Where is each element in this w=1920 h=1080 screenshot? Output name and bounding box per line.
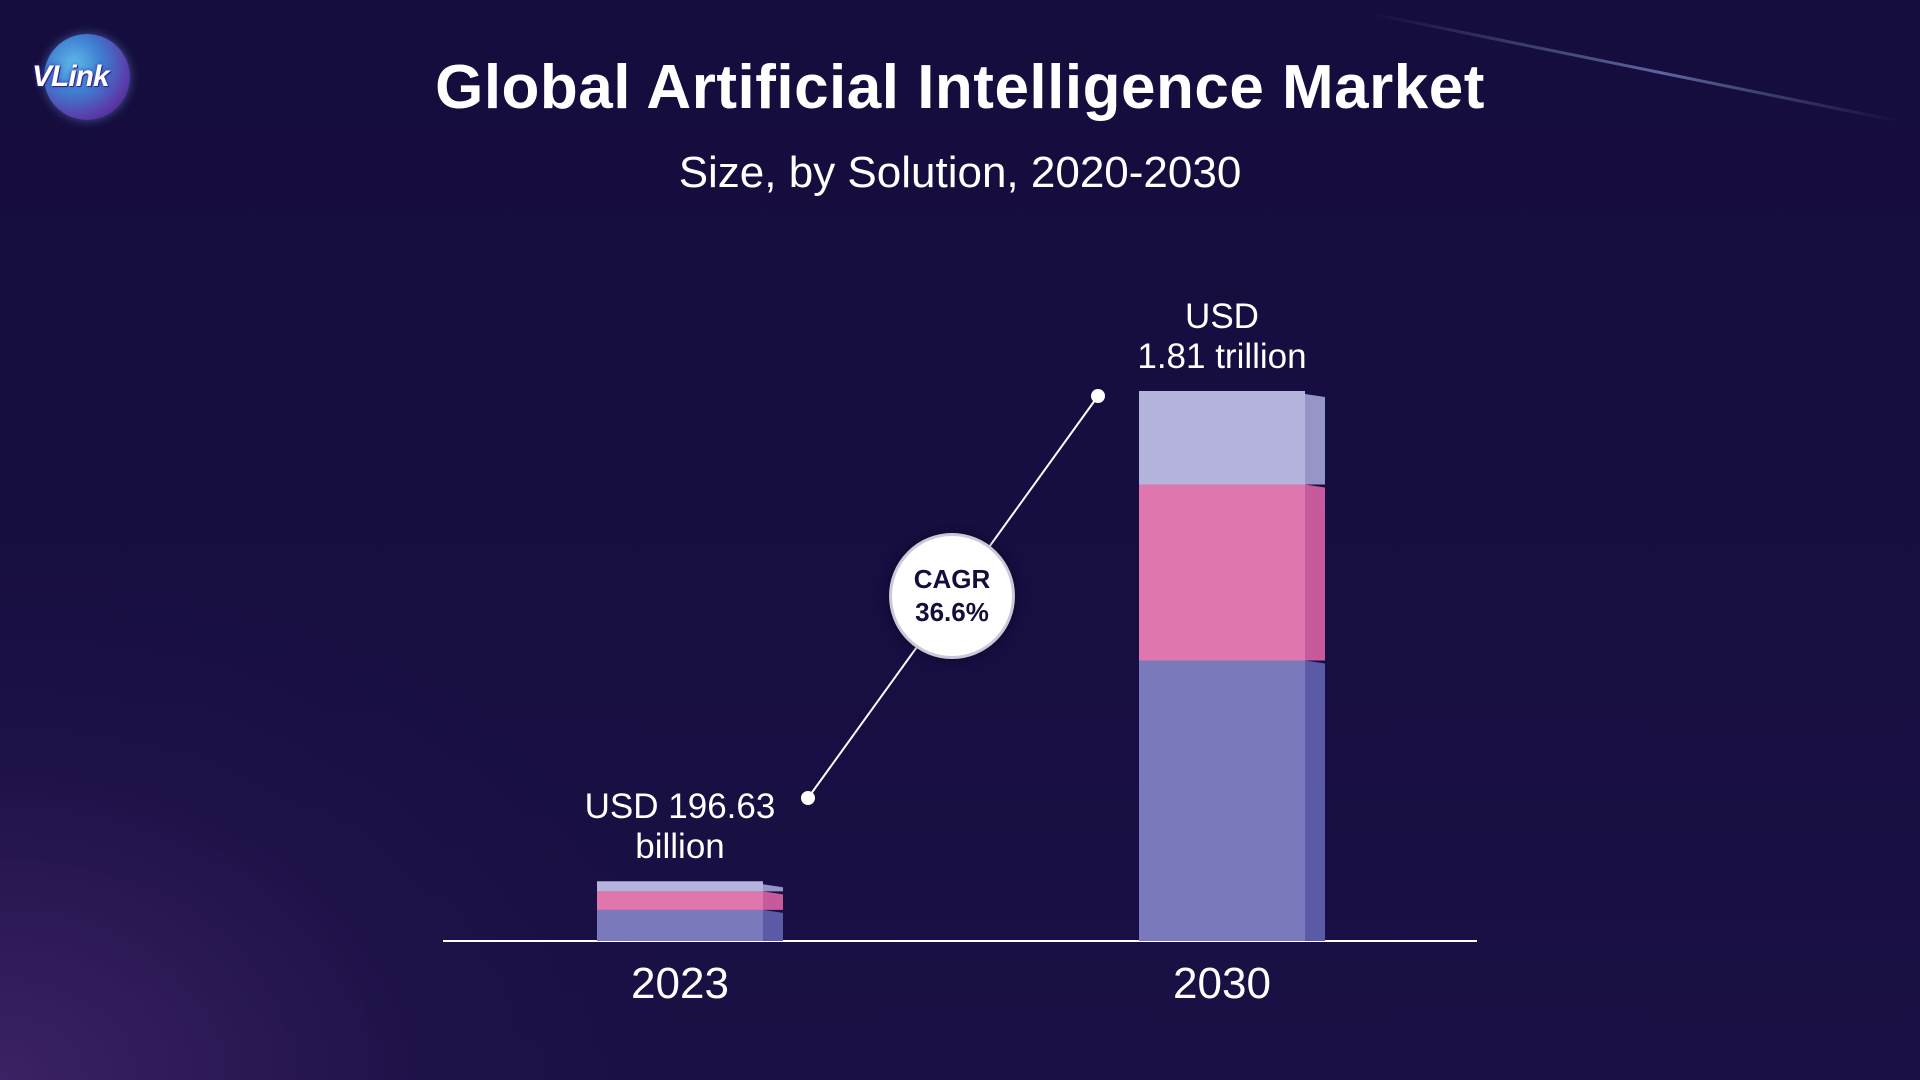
x-tick-label-2023: 2023 [631,959,729,1008]
cagr-value: 36.6% [915,597,989,627]
cagr-label: CAGR [913,564,991,594]
chart-subtitle: Size, by Solution, 2020-2030 [678,148,1242,197]
cagr-end-dot [1091,389,1105,403]
bar-2030-segment-3 [1139,391,1305,485]
x-tick-label-2030: 2030 [1173,959,1271,1008]
cagr-badge: CAGR 36.6% [889,533,1015,659]
logo-text: VLink [32,60,110,93]
cagr-start-dot [801,791,815,805]
value-label-line2: billion [635,827,725,867]
bar-2030-segment-3-side [1305,394,1325,485]
value-label-2030: USD 1.81 trillion [1072,297,1372,377]
globe-icon [44,34,130,120]
value-label-2023: USD 196.63 billion [530,787,830,867]
bar-2023-segment-1 [597,909,763,941]
bar-2023-segment-1-side [763,909,783,941]
bars-group [597,391,1325,941]
value-label-line1: USD 196.63 [584,787,776,827]
bar-2030-segment-2 [1139,484,1305,661]
bar-2023-segment-3 [597,881,763,892]
vlink-logo: VLink [30,34,150,126]
chart-title: Global Artificial Intelligence Market [435,53,1485,122]
value-label-line2: 1.81 trillion [1137,337,1307,376]
bar-2023-segment-2-side [763,891,783,910]
bar-2023-segment-2 [597,891,763,910]
bar-2023-segment-3-side [763,884,783,892]
bar-2030-segment-1 [1139,660,1305,941]
value-label-line1: USD [1185,297,1259,336]
bar-2030-segment-1-side [1305,660,1325,941]
bar-2030-segment-2-side [1305,484,1325,661]
